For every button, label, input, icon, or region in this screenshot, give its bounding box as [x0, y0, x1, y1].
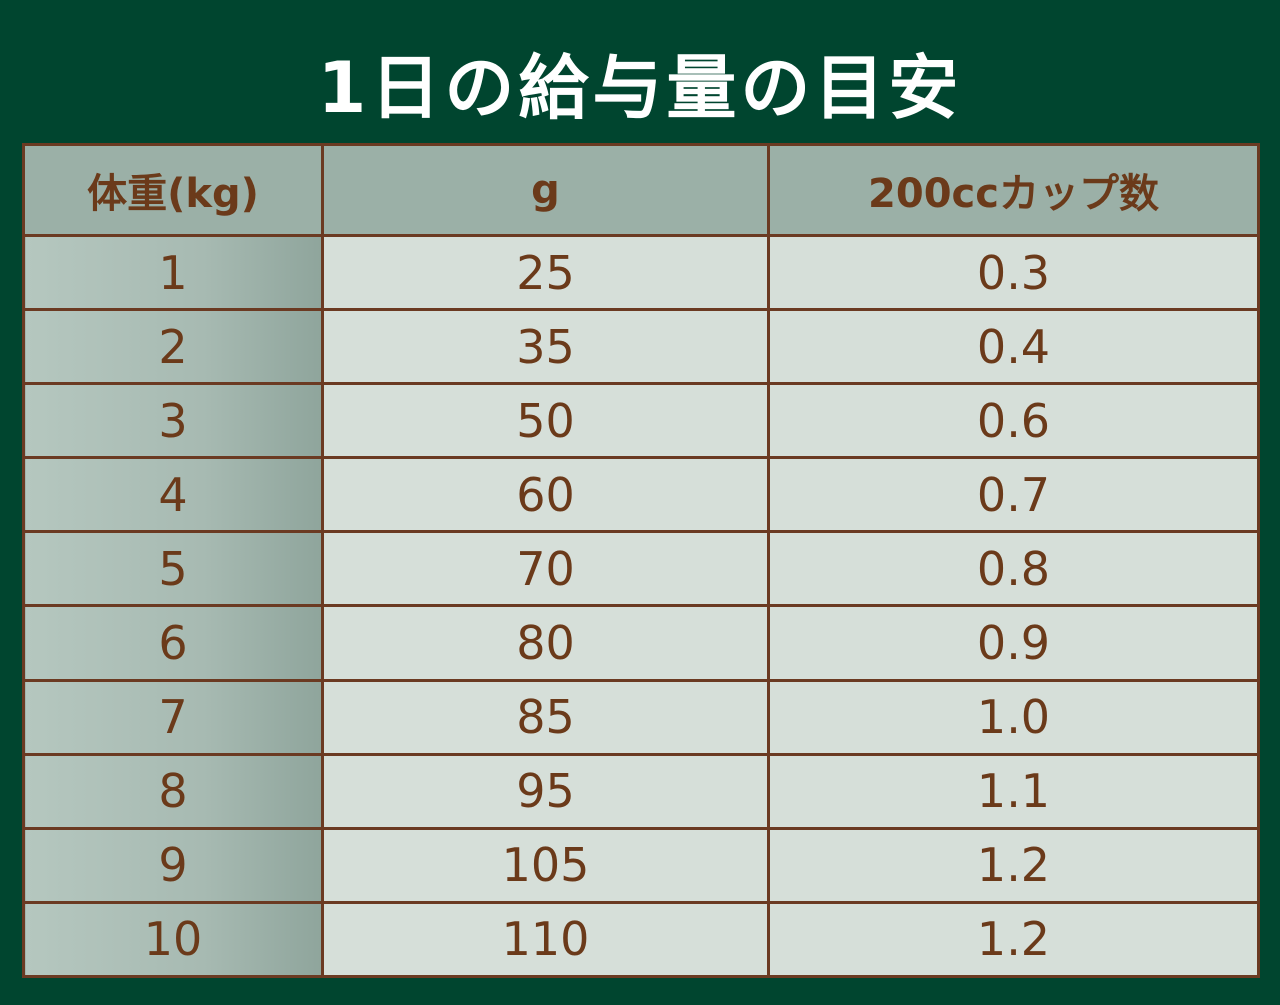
cups-cell: 0.8: [767, 530, 1260, 608]
grams-cell: 25: [321, 233, 770, 312]
table-row: 5 70 0.8: [22, 530, 1260, 608]
grams-cell: 60: [321, 456, 770, 534]
table-header-row: 体重(kg) g 200ccカップ数: [22, 143, 1260, 237]
cups-cell: 0.3: [767, 233, 1260, 312]
grams-cell: 95: [321, 752, 770, 830]
grams-cell: 105: [321, 826, 770, 904]
header-weight: 体重(kg): [22, 143, 324, 237]
weight-cell: 5: [22, 530, 324, 608]
grams-cell: 35: [321, 308, 770, 386]
weight-cell: 2: [22, 308, 324, 386]
cups-cell: 0.6: [767, 382, 1260, 460]
cups-cell: 0.7: [767, 456, 1260, 534]
table-row: 2 35 0.4: [22, 308, 1260, 386]
weight-cell: 7: [22, 678, 324, 756]
table-row: 1 25 0.3: [22, 233, 1260, 312]
table-row: 10 110 1.2: [22, 900, 1260, 979]
cups-cell: 0.4: [767, 308, 1260, 386]
table-row: 6 80 0.9: [22, 604, 1260, 682]
weight-cell: 8: [22, 752, 324, 830]
weight-cell: 3: [22, 382, 324, 460]
grams-cell: 110: [321, 900, 770, 979]
cups-cell: 1.1: [767, 752, 1260, 830]
header-cups: 200ccカップ数: [767, 143, 1260, 237]
table-row: 9 105 1.2: [22, 826, 1260, 904]
cups-cell: 1.0: [767, 678, 1260, 756]
weight-cell: 4: [22, 456, 324, 534]
table-row: 4 60 0.7: [22, 456, 1260, 534]
weight-cell: 1: [22, 233, 324, 312]
weight-cell: 9: [22, 826, 324, 904]
grams-cell: 85: [321, 678, 770, 756]
cups-cell: 1.2: [767, 826, 1260, 904]
table-row: 8 95 1.1: [22, 752, 1260, 830]
feeding-amount-table: 体重(kg) g 200ccカップ数 1 25 0.3 2 35 0.4 3 5…: [22, 143, 1260, 979]
cups-cell: 0.9: [767, 604, 1260, 682]
cups-cell: 1.2: [767, 900, 1260, 979]
weight-cell: 10: [22, 900, 324, 979]
table-row: 7 85 1.0: [22, 678, 1260, 756]
weight-cell: 6: [22, 604, 324, 682]
grams-cell: 80: [321, 604, 770, 682]
table-row: 3 50 0.6: [22, 382, 1260, 460]
grams-cell: 50: [321, 382, 770, 460]
page-title: 1日の給与量の目安: [317, 47, 963, 129]
grams-cell: 70: [321, 530, 770, 608]
header-grams: g: [321, 143, 770, 237]
